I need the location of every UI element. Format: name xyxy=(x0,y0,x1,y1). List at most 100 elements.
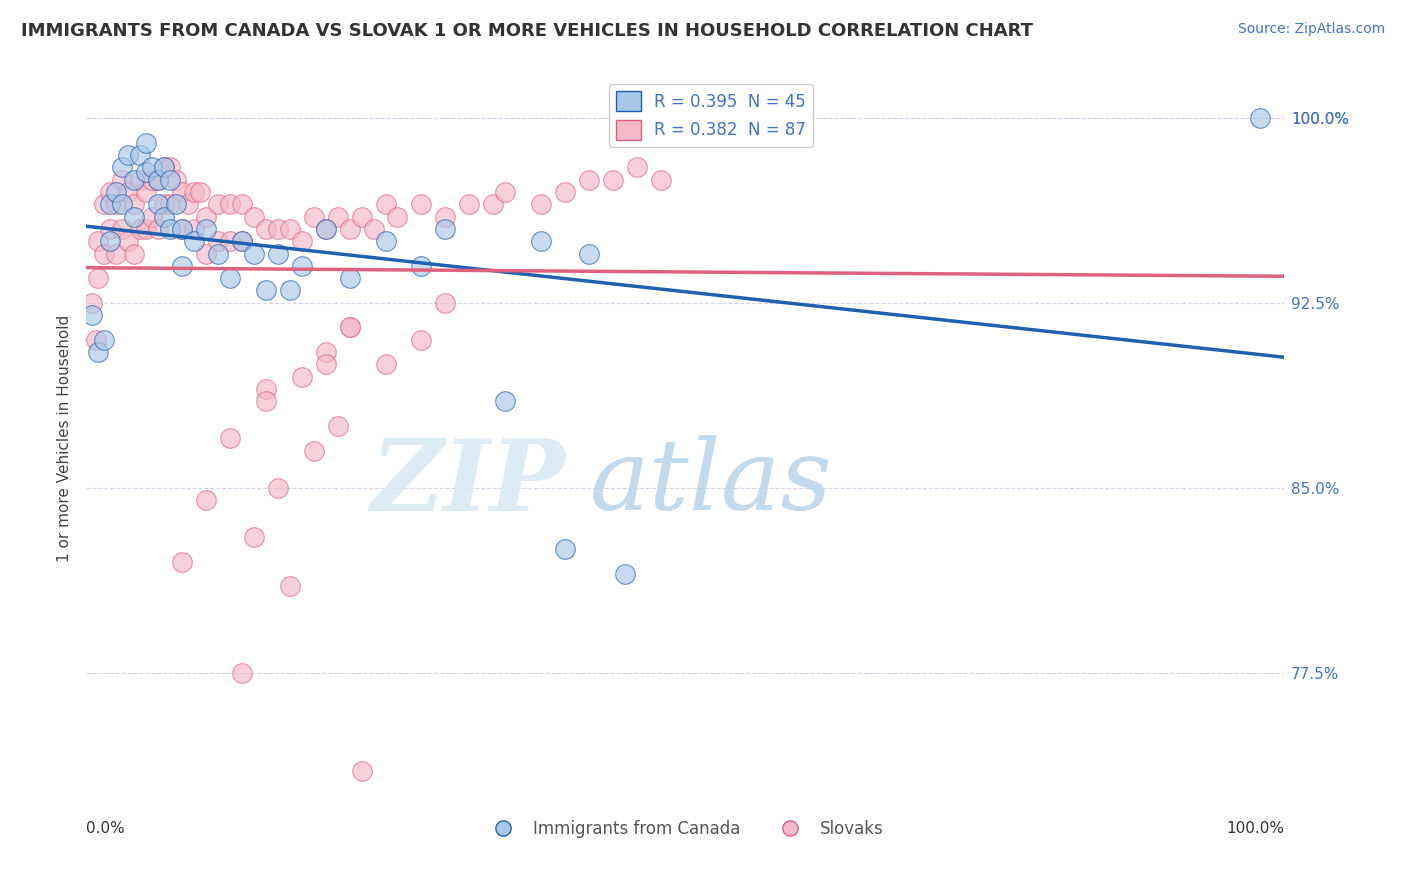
Point xyxy=(153,210,176,224)
Point xyxy=(231,234,253,248)
Point xyxy=(626,160,648,174)
Point xyxy=(141,172,163,186)
Point xyxy=(218,432,240,446)
Point xyxy=(482,197,505,211)
Text: IMMIGRANTS FROM CANADA VS SLOVAK 1 OR MORE VEHICLES IN HOUSEHOLD CORRELATION CHA: IMMIGRANTS FROM CANADA VS SLOVAK 1 OR MO… xyxy=(21,22,1033,40)
Point xyxy=(339,320,361,334)
Point xyxy=(254,382,277,396)
Point xyxy=(374,234,396,248)
Point xyxy=(494,185,516,199)
Point xyxy=(218,271,240,285)
Point xyxy=(434,295,457,310)
Point xyxy=(231,234,253,248)
Point xyxy=(302,210,325,224)
Point xyxy=(146,172,169,186)
Point xyxy=(159,160,181,174)
Point xyxy=(194,210,217,224)
Point xyxy=(494,394,516,409)
Point xyxy=(315,345,337,359)
Point xyxy=(93,246,115,260)
Point xyxy=(117,185,139,199)
Point xyxy=(578,246,600,260)
Point xyxy=(387,210,409,224)
Point xyxy=(315,222,337,236)
Point xyxy=(122,246,145,260)
Point xyxy=(267,481,290,495)
Point xyxy=(170,259,193,273)
Text: Source: ZipAtlas.com: Source: ZipAtlas.com xyxy=(1237,22,1385,37)
Point xyxy=(434,222,457,236)
Point xyxy=(135,165,157,179)
Point xyxy=(207,197,229,211)
Point xyxy=(254,284,277,298)
Point xyxy=(614,567,637,582)
Point xyxy=(339,320,361,334)
Point xyxy=(267,246,290,260)
Point xyxy=(87,234,110,248)
Point xyxy=(326,419,349,434)
Point xyxy=(1249,111,1271,125)
Point xyxy=(111,222,134,236)
Point xyxy=(207,234,229,248)
Point xyxy=(141,160,163,174)
Point xyxy=(98,185,121,199)
Point xyxy=(302,443,325,458)
Point xyxy=(291,234,314,248)
Text: 100.0%: 100.0% xyxy=(1226,821,1284,836)
Point xyxy=(117,148,139,162)
Legend: Immigrants from Canada, Slovaks: Immigrants from Canada, Slovaks xyxy=(479,814,890,845)
Point xyxy=(188,185,211,199)
Point xyxy=(111,160,134,174)
Point xyxy=(153,197,176,211)
Point xyxy=(254,222,277,236)
Point xyxy=(242,210,264,224)
Point xyxy=(278,222,301,236)
Point xyxy=(135,185,157,199)
Point xyxy=(165,197,187,211)
Point xyxy=(650,172,672,186)
Point xyxy=(554,185,576,199)
Point xyxy=(93,197,115,211)
Point xyxy=(159,197,181,211)
Point xyxy=(87,345,110,359)
Point xyxy=(194,246,217,260)
Y-axis label: 1 or more Vehicles in Household: 1 or more Vehicles in Household xyxy=(58,315,72,562)
Point xyxy=(122,210,145,224)
Point xyxy=(554,542,576,557)
Point xyxy=(105,185,128,199)
Point xyxy=(231,197,253,211)
Point xyxy=(146,222,169,236)
Point xyxy=(135,136,157,150)
Point xyxy=(111,172,134,186)
Text: atlas: atlas xyxy=(589,435,832,531)
Point xyxy=(291,259,314,273)
Point xyxy=(315,222,337,236)
Point xyxy=(87,271,110,285)
Point xyxy=(411,197,433,211)
Point xyxy=(105,246,128,260)
Point xyxy=(129,222,152,236)
Point xyxy=(122,172,145,186)
Point xyxy=(326,210,349,224)
Point xyxy=(80,295,103,310)
Point xyxy=(363,222,385,236)
Point xyxy=(170,222,193,236)
Point xyxy=(98,197,121,211)
Point xyxy=(218,197,240,211)
Point xyxy=(135,222,157,236)
Point xyxy=(183,185,205,199)
Point xyxy=(530,234,553,248)
Point xyxy=(530,197,553,211)
Point xyxy=(170,555,193,569)
Point xyxy=(291,369,314,384)
Point xyxy=(578,172,600,186)
Point xyxy=(98,234,121,248)
Point xyxy=(105,197,128,211)
Point xyxy=(117,234,139,248)
Point xyxy=(129,148,152,162)
Point xyxy=(177,197,200,211)
Point xyxy=(339,222,361,236)
Point xyxy=(194,222,217,236)
Point xyxy=(170,185,193,199)
Point xyxy=(170,222,193,236)
